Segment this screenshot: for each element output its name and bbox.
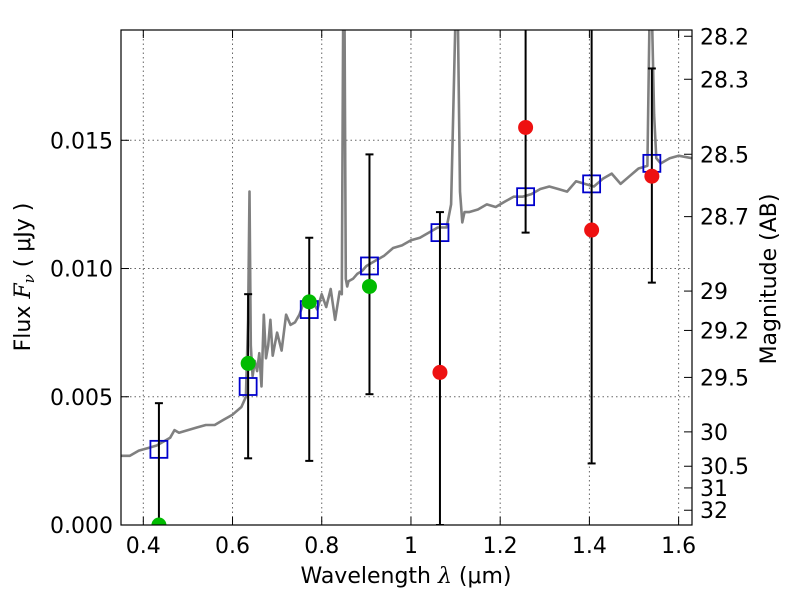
y2-tick-label: 28.3 xyxy=(700,68,749,93)
observed-point xyxy=(584,222,600,238)
x-tick-label: 0.8 xyxy=(304,534,339,559)
x-tick-label: 1.4 xyxy=(572,534,607,559)
x-tick-label: 1 xyxy=(404,534,418,559)
y2-tick-label: 32 xyxy=(700,499,728,524)
y2-tick-label: 28.5 xyxy=(700,143,749,168)
observed-point xyxy=(361,278,377,294)
x-tick-label: 1.2 xyxy=(483,534,518,559)
y2-tick-label: 29.5 xyxy=(700,366,749,391)
x-axis-label: Wavelength λ (μm) xyxy=(300,564,511,589)
x-tick-label: 1.6 xyxy=(661,534,696,559)
y2-tick-label: 28.7 xyxy=(700,206,749,231)
y2-tick-label: 30 xyxy=(700,421,728,446)
y-tick-label: 0.015 xyxy=(50,129,113,154)
plot-content xyxy=(121,30,692,525)
y2-tick-label: 28.2 xyxy=(700,25,749,50)
y-tick-label: 0.005 xyxy=(50,386,113,411)
y-tick-label: 0.000 xyxy=(50,514,113,539)
tick-marks xyxy=(121,30,692,526)
x-tick-label: 0.6 xyxy=(215,534,250,559)
observed-point xyxy=(301,294,317,310)
y2-axis-label: Magnitude (AB) xyxy=(757,194,782,365)
observed-point xyxy=(432,364,448,380)
plot-frame xyxy=(120,29,693,526)
y2-tick-label: 31 xyxy=(700,477,728,502)
observed-point xyxy=(151,517,167,525)
observed-point xyxy=(240,355,256,371)
plot-area xyxy=(121,30,692,525)
x-tick-label: 0.4 xyxy=(126,534,161,559)
tick-labels: 0.4 0.6 0.8 1 1.2 1.4 1.6 0.000 0.005 0.010 0.015 2… xyxy=(50,25,749,559)
y2-tick-label: 29 xyxy=(700,280,728,305)
y2-tick-label: 29.2 xyxy=(700,319,749,344)
y2-tick-label: 30.5 xyxy=(700,455,749,480)
y-axis-label: Flux Fν ( μJy ) xyxy=(11,203,38,352)
observed-point xyxy=(644,168,660,184)
grid xyxy=(121,30,692,526)
observed-point xyxy=(518,119,534,135)
y-tick-label: 0.010 xyxy=(50,258,113,283)
